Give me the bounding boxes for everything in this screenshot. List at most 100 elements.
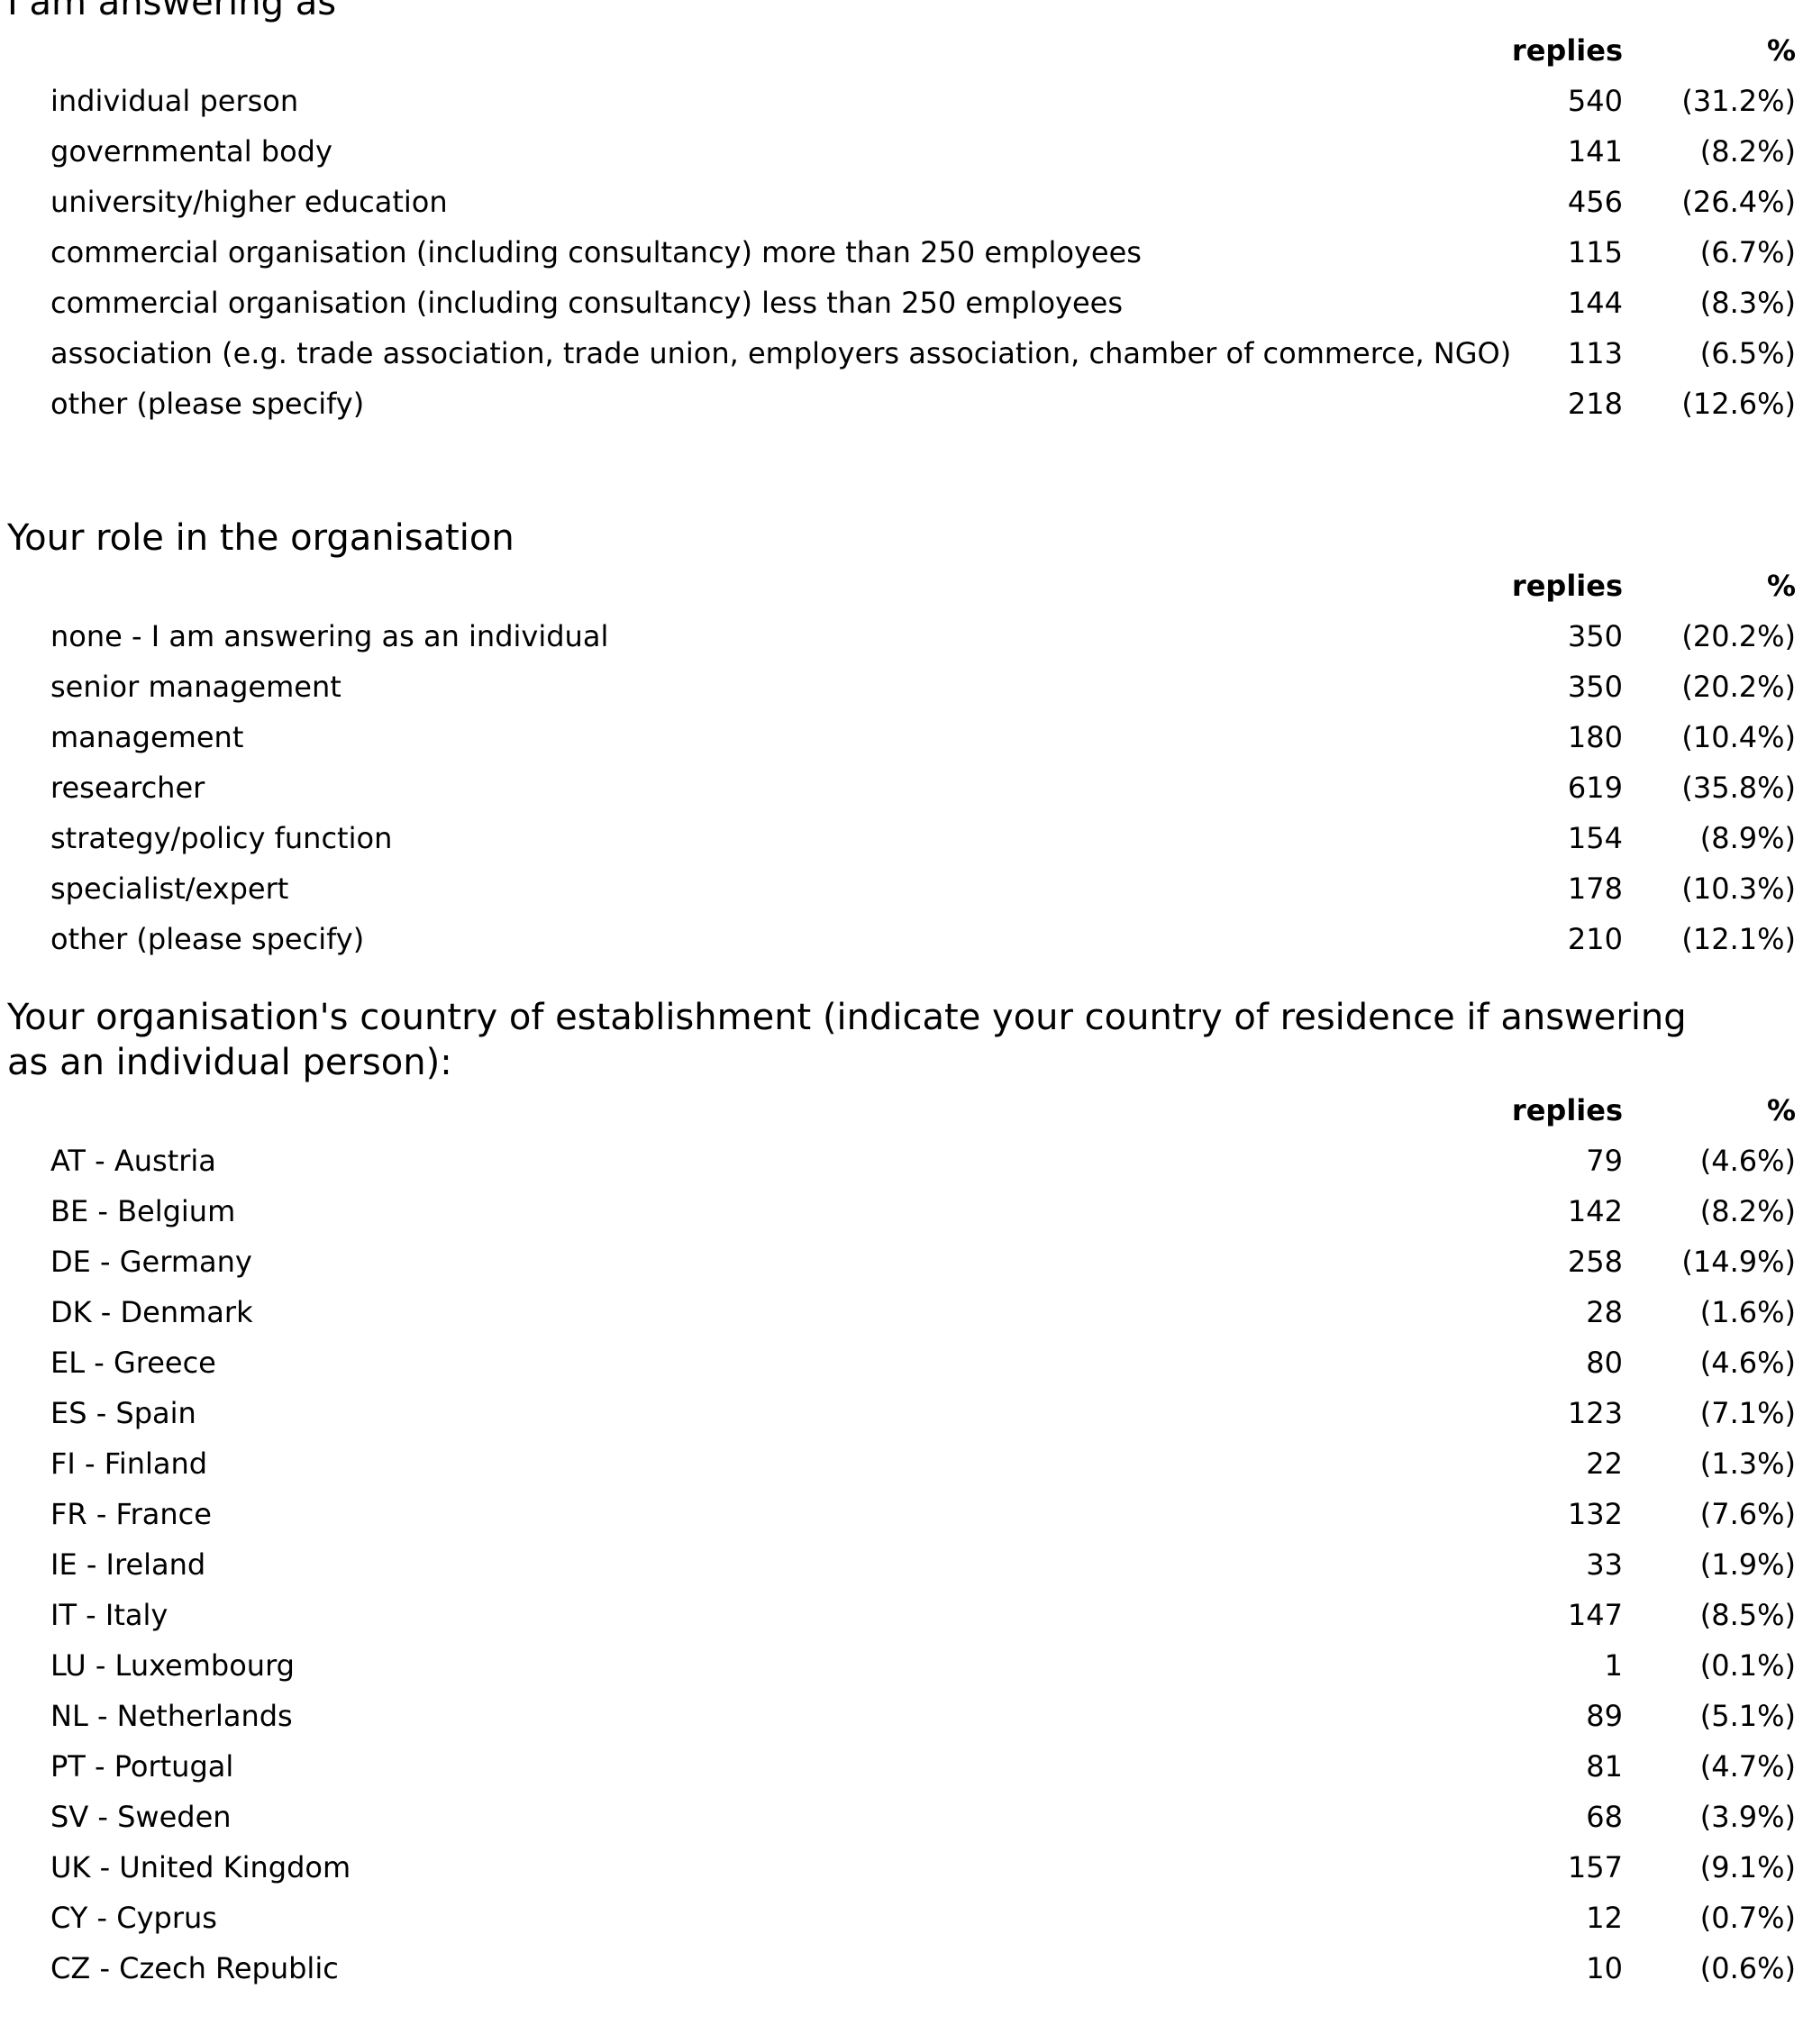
row-percent: (0.7%) <box>1699 1901 1796 1935</box>
row-replies: 89 <box>1586 1699 1623 1733</box>
section-answering-as: I am answering as replies % individual p… <box>0 0 1803 429</box>
results-table: replies % AT - Austria 79 (4.6%) BE - Belgi… <box>0 1085 1796 1994</box>
table-row: commercial organisation (including consu… <box>0 278 1796 328</box>
row-percent: (8.2%) <box>1699 1194 1796 1228</box>
row-replies: 113 <box>1567 336 1623 370</box>
section-title: Your organisation's country of establish… <box>7 997 1687 1083</box>
row-percent: (26.4%) <box>1681 185 1796 219</box>
row-replies: 132 <box>1567 1497 1623 1531</box>
row-label: ES - Spain <box>50 1396 196 1430</box>
table-header-row: replies % <box>0 1085 1796 1136</box>
header-blank <box>0 561 1496 611</box>
table-row: commercial organisation (including consu… <box>0 227 1796 278</box>
row-percent: (6.7%) <box>1699 235 1796 269</box>
row-label: NL - Netherlands <box>50 1699 293 1733</box>
row-replies: 258 <box>1567 1245 1623 1279</box>
table-row: NL - Netherlands 89 (5.1%) <box>0 1691 1796 1741</box>
row-percent: (7.1%) <box>1699 1396 1796 1430</box>
table-row: other (please specify) 210 (12.1%) <box>0 914 1796 964</box>
table-row: senior management 350 (20.2%) <box>0 662 1796 712</box>
section-title: Your role in the organisation <box>7 517 514 559</box>
table-row: management 180 (10.4%) <box>0 712 1796 762</box>
row-label: DE - Germany <box>50 1245 252 1279</box>
row-percent: (5.1%) <box>1699 1699 1796 1733</box>
table-row: none - I am answering as an individual 35… <box>0 611 1796 662</box>
row-percent: (6.5%) <box>1699 336 1796 370</box>
row-label: association (e.g. trade association, tra… <box>50 336 1512 370</box>
header-percent: % <box>1766 569 1796 603</box>
row-label: other (please specify) <box>50 387 365 421</box>
row-replies: 180 <box>1567 720 1623 754</box>
row-label: senior management <box>50 670 341 704</box>
section-country-of-establishment: Your organisation's country of establish… <box>0 995 1803 1994</box>
row-label: CZ - Czech Republic <box>50 1951 339 1985</box>
row-percent: (31.2%) <box>1681 84 1796 118</box>
row-replies: 12 <box>1586 1901 1623 1935</box>
row-label: researcher <box>50 771 205 805</box>
table-row: CY - Cyprus 12 (0.7%) <box>0 1893 1796 1943</box>
row-percent: (8.9%) <box>1699 821 1796 855</box>
row-replies: 210 <box>1567 922 1623 956</box>
row-percent: (12.1%) <box>1681 922 1796 956</box>
header-percent: % <box>1766 1093 1796 1127</box>
row-replies: 22 <box>1586 1446 1623 1481</box>
results-table: replies % none - I am answering as an in… <box>0 561 1796 964</box>
table-row: university/higher education 456 (26.4%) <box>0 177 1796 227</box>
table-row: AT - Austria 79 (4.6%) <box>0 1136 1796 1186</box>
table-row: FR - France 132 (7.6%) <box>0 1489 1796 1539</box>
table-header-row: replies % <box>0 25 1796 76</box>
row-percent: (10.3%) <box>1681 871 1796 906</box>
row-percent: (4.7%) <box>1699 1749 1796 1784</box>
table-row: IT - Italy 147 (8.5%) <box>0 1590 1796 1640</box>
table-row: DK - Denmark 28 (1.6%) <box>0 1287 1796 1337</box>
row-replies: 157 <box>1567 1850 1623 1884</box>
row-label: IE - Ireland <box>50 1547 206 1582</box>
table-row: ES - Spain 123 (7.1%) <box>0 1388 1796 1438</box>
row-label: BE - Belgium <box>50 1194 236 1228</box>
table-row: LU - Luxembourg 1 (0.1%) <box>0 1640 1796 1691</box>
table-row: association (e.g. trade association, tra… <box>0 328 1796 379</box>
row-replies: 28 <box>1586 1295 1623 1329</box>
row-label: none - I am answering as an individual <box>50 619 609 653</box>
row-label: CY - Cyprus <box>50 1901 217 1935</box>
row-percent: (7.6%) <box>1699 1497 1796 1531</box>
row-percent: (14.9%) <box>1681 1245 1796 1279</box>
row-percent: (35.8%) <box>1681 771 1796 805</box>
header-replies: replies <box>1511 569 1623 603</box>
header-replies: replies <box>1511 1093 1623 1127</box>
table-row: CZ - Czech Republic 10 (0.6%) <box>0 1943 1796 1994</box>
table-row: individual person 540 (31.2%) <box>0 76 1796 126</box>
row-percent: (4.6%) <box>1699 1144 1796 1178</box>
row-replies: 115 <box>1567 235 1623 269</box>
row-percent: (12.6%) <box>1681 387 1796 421</box>
row-label: commercial organisation (including consu… <box>50 235 1142 269</box>
row-label: IT - Italy <box>50 1598 168 1632</box>
table-row: FI - Finland 22 (1.3%) <box>0 1438 1796 1489</box>
row-replies: 81 <box>1586 1749 1623 1784</box>
row-label: management <box>50 720 244 754</box>
table-row: DE - Germany 258 (14.9%) <box>0 1236 1796 1287</box>
row-replies: 178 <box>1567 871 1623 906</box>
row-label: PT - Portugal <box>50 1749 234 1784</box>
row-replies: 350 <box>1567 619 1623 653</box>
survey-results-page: I am answering as replies % individual p… <box>0 0 1803 1994</box>
table-row: EL - Greece 80 (4.6%) <box>0 1337 1796 1388</box>
header-blank <box>0 1085 1496 1136</box>
table-row: other (please specify) 218 (12.6%) <box>0 379 1796 429</box>
row-label: AT - Austria <box>50 1144 216 1178</box>
row-replies: 80 <box>1586 1346 1623 1380</box>
table-row: strategy/policy function 154 (8.9%) <box>0 813 1796 863</box>
row-replies: 1 <box>1604 1648 1623 1683</box>
table-row: BE - Belgium 142 (8.2%) <box>0 1186 1796 1236</box>
header-percent: % <box>1766 33 1796 68</box>
table-row: PT - Portugal 81 (4.7%) <box>0 1741 1796 1792</box>
row-percent: (8.2%) <box>1699 134 1796 169</box>
row-label: SV - Sweden <box>50 1800 232 1834</box>
section-role-in-organisation: Your role in the organisation replies % … <box>0 516 1803 964</box>
row-percent: (0.1%) <box>1699 1648 1796 1683</box>
table-row: IE - Ireland 33 (1.9%) <box>0 1539 1796 1590</box>
row-replies: 147 <box>1567 1598 1623 1632</box>
row-label: university/higher education <box>50 185 448 219</box>
row-percent: (1.6%) <box>1699 1295 1796 1329</box>
row-replies: 123 <box>1567 1396 1623 1430</box>
